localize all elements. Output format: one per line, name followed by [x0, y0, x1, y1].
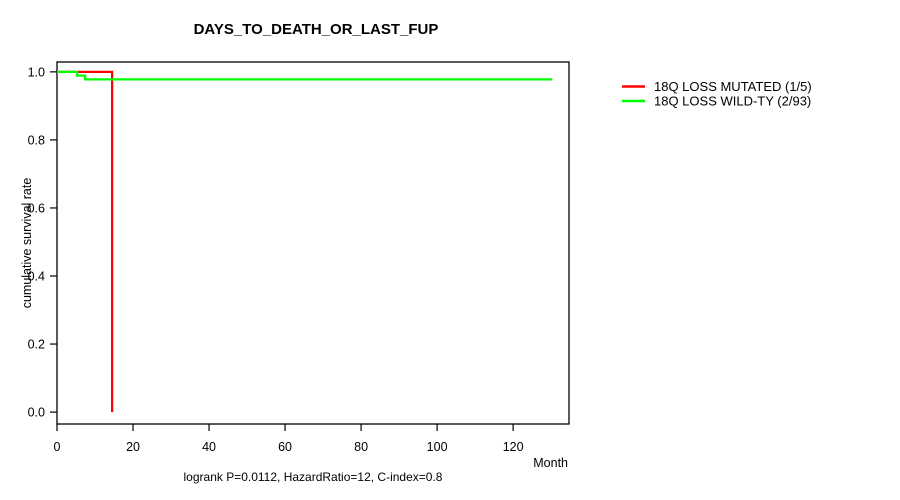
- y-tick-label: 0.4: [28, 270, 45, 284]
- x-tick-label: 0: [54, 440, 61, 454]
- y-tick-label: 0.6: [28, 201, 45, 215]
- stats-footer: logrank P=0.0112, HazardRatio=12, C-inde…: [184, 470, 443, 484]
- x-axis-label: Month: [533, 456, 568, 470]
- x-tick-label: 40: [202, 440, 216, 454]
- plot-box: [56, 61, 570, 425]
- legend-label-mutated: 18Q LOSS MUTATED (1/5): [654, 79, 812, 94]
- x-tick-label: 20: [126, 440, 140, 454]
- legend-label-wildtype: 18Q LOSS WILD-TY (2/93): [654, 94, 811, 109]
- y-axis-label: cumulative survival rate: [20, 178, 34, 309]
- x-tick-label: 100: [427, 440, 448, 454]
- legend-lines-group: [622, 85, 645, 103]
- x-tick-label: 60: [278, 440, 292, 454]
- axes-group: 0 20 40 60 80 100 120 0.0 0.2 0.4 0.6 0.8 1.0: [28, 61, 570, 454]
- x-tick-label: 80: [354, 440, 368, 454]
- x-tick-label: 120: [503, 440, 524, 454]
- survival-curve-1: [57, 70, 553, 81]
- survival-curve-0: [57, 70, 114, 413]
- y-tick-label: 0.8: [28, 133, 45, 147]
- chart-title: DAYS_TO_DEATH_OR_LAST_FUP: [194, 21, 439, 38]
- y-tick-label: 1.0: [28, 65, 45, 79]
- y-tick-label: 0.2: [28, 338, 45, 352]
- y-tick-label: 0.0: [28, 406, 45, 420]
- curves-group: [57, 70, 553, 413]
